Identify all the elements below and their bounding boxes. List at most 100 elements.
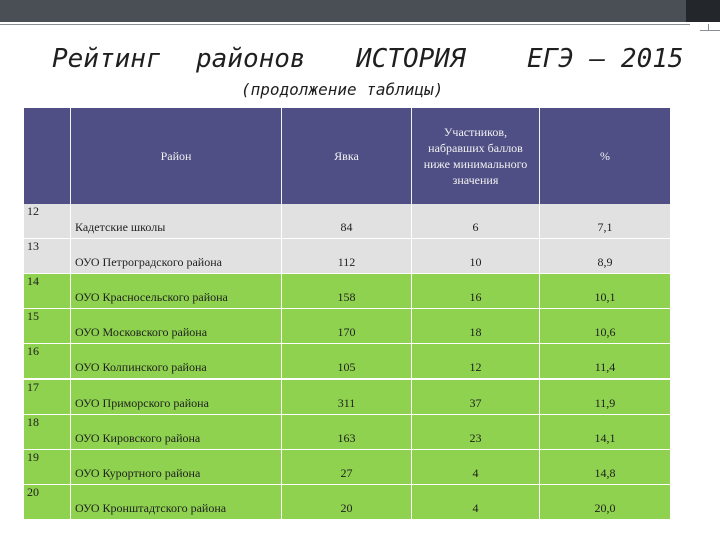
table-row: 16 ОУО Колпинского района 105 12 11,4 <box>24 344 670 379</box>
row-divider <box>281 344 282 379</box>
header-attendance: Явка <box>334 149 359 163</box>
cell-below: 23 <box>469 430 482 445</box>
cell-attendance: 311 <box>337 395 356 410</box>
cell-below: 6 <box>472 220 479 234</box>
row-number: 15 <box>27 309 39 324</box>
table-row: 17 ОУО Приморского района 311 37 11,9 <box>24 379 670 414</box>
cell-attendance: 158 <box>337 290 356 305</box>
row-number: 16 <box>27 344 39 359</box>
district-name: Кадетские школы <box>75 220 166 234</box>
row-divider <box>281 449 282 484</box>
row-number: 17 <box>27 379 39 394</box>
row-divider <box>411 484 412 519</box>
row-divider <box>411 379 412 414</box>
header-divider <box>411 108 412 204</box>
cell-below: 4 <box>472 465 479 480</box>
corner-decor <box>708 24 720 30</box>
header-divider <box>70 108 71 204</box>
row-divider <box>281 484 282 519</box>
title-word-rating: Рейтинг <box>52 44 162 74</box>
district-name: ОУО Кронштадтского района <box>75 500 227 515</box>
cell-percent: 11,4 <box>594 360 616 375</box>
row-divider <box>281 274 282 309</box>
cell-percent: 14,1 <box>594 430 616 445</box>
cell-attendance: 84 <box>340 220 353 234</box>
row-number: 18 <box>27 414 39 429</box>
row-divider <box>539 204 540 238</box>
row-number: 13 <box>27 239 39 254</box>
cell-percent: 7,1 <box>597 220 613 234</box>
cell-percent: 14,8 <box>594 465 616 480</box>
district-name: ОУО Кировского района <box>75 430 201 445</box>
row-divider <box>539 379 540 414</box>
row-divider <box>411 414 412 449</box>
table-row: 20 ОУО Кронштадтского района 20 4 20,0 <box>24 484 670 519</box>
top-decor-bar <box>0 0 720 22</box>
table-header: Район Явка Участников, набравших баллов … <box>24 108 670 204</box>
table-row: 13 ОУО Петроградского района 112 10 8,9 <box>24 239 670 274</box>
row-number: 19 <box>27 449 39 464</box>
header-divider <box>281 108 282 204</box>
row-divider <box>411 449 412 484</box>
row-number: 12 <box>27 204 39 218</box>
slide-subtitle: (продолжение таблицы) <box>241 80 444 99</box>
cell-percent: 10,6 <box>594 325 616 340</box>
row-divider <box>411 344 412 379</box>
district-name: ОУО Курортного района <box>75 465 201 480</box>
corner-decor-line <box>700 30 720 31</box>
district-name: ОУО Петроградского района <box>75 255 222 270</box>
cell-attendance: 112 <box>337 255 356 270</box>
row-divider <box>70 239 71 274</box>
cell-attendance: 163 <box>337 430 356 445</box>
row-divider <box>70 204 71 238</box>
row-divider <box>70 344 71 379</box>
row-divider <box>70 274 71 309</box>
top-decor-accent <box>686 0 720 22</box>
row-divider <box>539 484 540 519</box>
cell-below: 12 <box>469 360 482 375</box>
row-number: 14 <box>27 274 39 289</box>
table-row: 14 ОУО Красносельского района 158 16 10,1 <box>24 274 670 309</box>
title-word-subject: ИСТОРИЯ <box>356 44 466 74</box>
table-row: 15 ОУО Московского района 170 18 10,6 <box>24 309 670 344</box>
row-divider <box>281 414 282 449</box>
row-divider <box>411 204 412 238</box>
table-row: 18 ОУО Кировского района 163 23 14,1 <box>24 414 670 449</box>
rating-table: Район Явка Участников, набравших баллов … <box>24 108 670 520</box>
header-percent: % <box>600 149 610 163</box>
header-district: Район <box>160 149 192 163</box>
row-divider <box>539 449 540 484</box>
row-divider <box>539 239 540 274</box>
row-number: 20 <box>27 484 39 499</box>
header-below-min: Участников, набравших баллов ниже минима… <box>423 125 528 187</box>
row-divider <box>539 309 540 344</box>
row-divider <box>70 379 71 414</box>
district-name: ОУО Красносельского района <box>75 290 228 305</box>
district-name: ОУО Московского района <box>75 325 208 340</box>
top-decor-line <box>0 24 690 25</box>
cell-below: 16 <box>469 290 482 305</box>
row-divider <box>539 414 540 449</box>
cell-attendance: 20 <box>340 500 353 515</box>
row-divider <box>539 344 540 379</box>
row-divider <box>70 449 71 484</box>
title-word-districts: районов <box>196 44 306 74</box>
cell-below: 18 <box>469 325 482 340</box>
header-divider <box>539 108 540 204</box>
district-name: ОУО Приморского района <box>75 395 209 410</box>
cell-attendance: 105 <box>337 360 356 375</box>
row-divider <box>281 239 282 274</box>
row-divider <box>70 414 71 449</box>
cell-below: 10 <box>469 255 482 270</box>
row-divider <box>411 274 412 309</box>
cell-below: 37 <box>469 395 482 410</box>
cell-attendance: 170 <box>337 325 356 340</box>
cell-attendance: 27 <box>340 465 353 480</box>
table-row: 12 Кадетские школы 84 6 7,1 <box>24 204 670 238</box>
row-divider <box>281 204 282 238</box>
table-row: 19 ОУО Курортного района 27 4 14,8 <box>24 449 670 484</box>
row-divider <box>411 239 412 274</box>
row-divider <box>281 379 282 414</box>
row-divider <box>70 484 71 519</box>
cell-below: 4 <box>472 500 479 515</box>
